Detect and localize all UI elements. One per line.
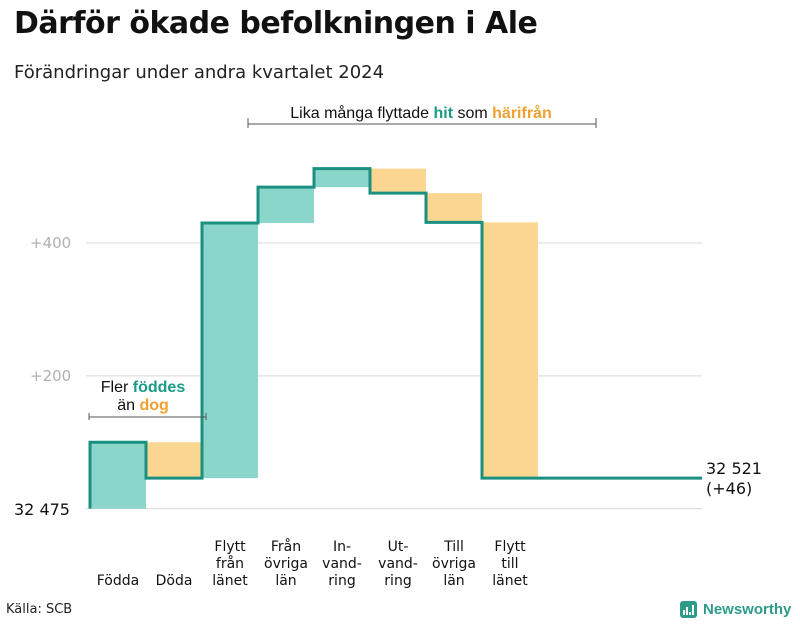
y-tick-label: +200	[30, 367, 71, 385]
moves-annotation: Lika många flyttade hit som härifrån	[247, 104, 597, 128]
category-label: Till	[443, 539, 464, 555]
category-label: länet	[492, 573, 528, 589]
category-label: övriga	[264, 556, 308, 572]
category-label: Ut-	[388, 539, 409, 555]
moves-annotation-text: Lika många flyttade hit som härifrån	[290, 104, 551, 122]
category-label: Döda	[156, 573, 193, 589]
cumulative-step-line	[88, 167, 702, 509]
brand-logo[interactable]: Newsworthy	[680, 601, 791, 618]
births-annotation-line2: än dog	[117, 397, 169, 414]
waterfall-bar	[202, 223, 258, 479]
births-bracket	[88, 413, 207, 420]
category-label: till	[501, 556, 518, 572]
line-layer	[88, 167, 702, 509]
source-note: Källa: SCB	[6, 602, 73, 617]
category-label: länet	[212, 573, 248, 589]
page-title: Därför ökade befolkningen i Ale	[14, 6, 538, 41]
waterfall-bar	[258, 187, 314, 224]
category-label: Från	[271, 538, 301, 555]
category-label: vand-	[322, 556, 362, 572]
category-label: län	[275, 573, 296, 589]
category-label: från	[216, 555, 244, 572]
y-tick-label: +400	[30, 234, 71, 252]
category-label: Flytt	[214, 539, 246, 555]
waterfall-chart: +200+400 Födda DödaFlyttfrånlänetFrånövri…	[14, 104, 762, 589]
label-layer: Födda DödaFlyttfrånlänetFrånövrigalänIn-v…	[97, 538, 528, 589]
waterfall-bar	[90, 442, 146, 509]
waterfall-bar	[370, 168, 426, 194]
births-annotation: Fler föddes än dog	[88, 379, 207, 420]
moves-bracket	[247, 118, 597, 128]
waterfall-bar	[482, 222, 538, 479]
births-annotation-line1: Fler föddes	[101, 379, 186, 396]
waterfall-bar	[146, 442, 202, 479]
category-label: ring	[328, 573, 355, 589]
grid-layer: +200 +400	[30, 234, 702, 510]
category-label: län	[443, 573, 464, 589]
bar-chart-icon	[680, 601, 697, 618]
end-value-label: 32 521	[706, 459, 762, 478]
category-label: Flytt	[494, 539, 526, 555]
category-label: ring	[384, 573, 411, 589]
bar-layer	[90, 168, 538, 509]
category-label: Födda	[97, 573, 139, 589]
brand-name: Newsworthy	[703, 601, 792, 618]
start-value-label: 32 475	[14, 500, 70, 519]
category-label: In-	[333, 539, 351, 555]
waterfall-bar	[314, 168, 370, 188]
category-label: vand-	[378, 556, 418, 572]
end-change-label: (+46)	[706, 479, 752, 498]
waterfall-bar	[426, 193, 482, 223]
page-subtitle: Förändringar under andra kvartalet 2024	[14, 62, 385, 83]
category-label: övriga	[432, 556, 476, 572]
